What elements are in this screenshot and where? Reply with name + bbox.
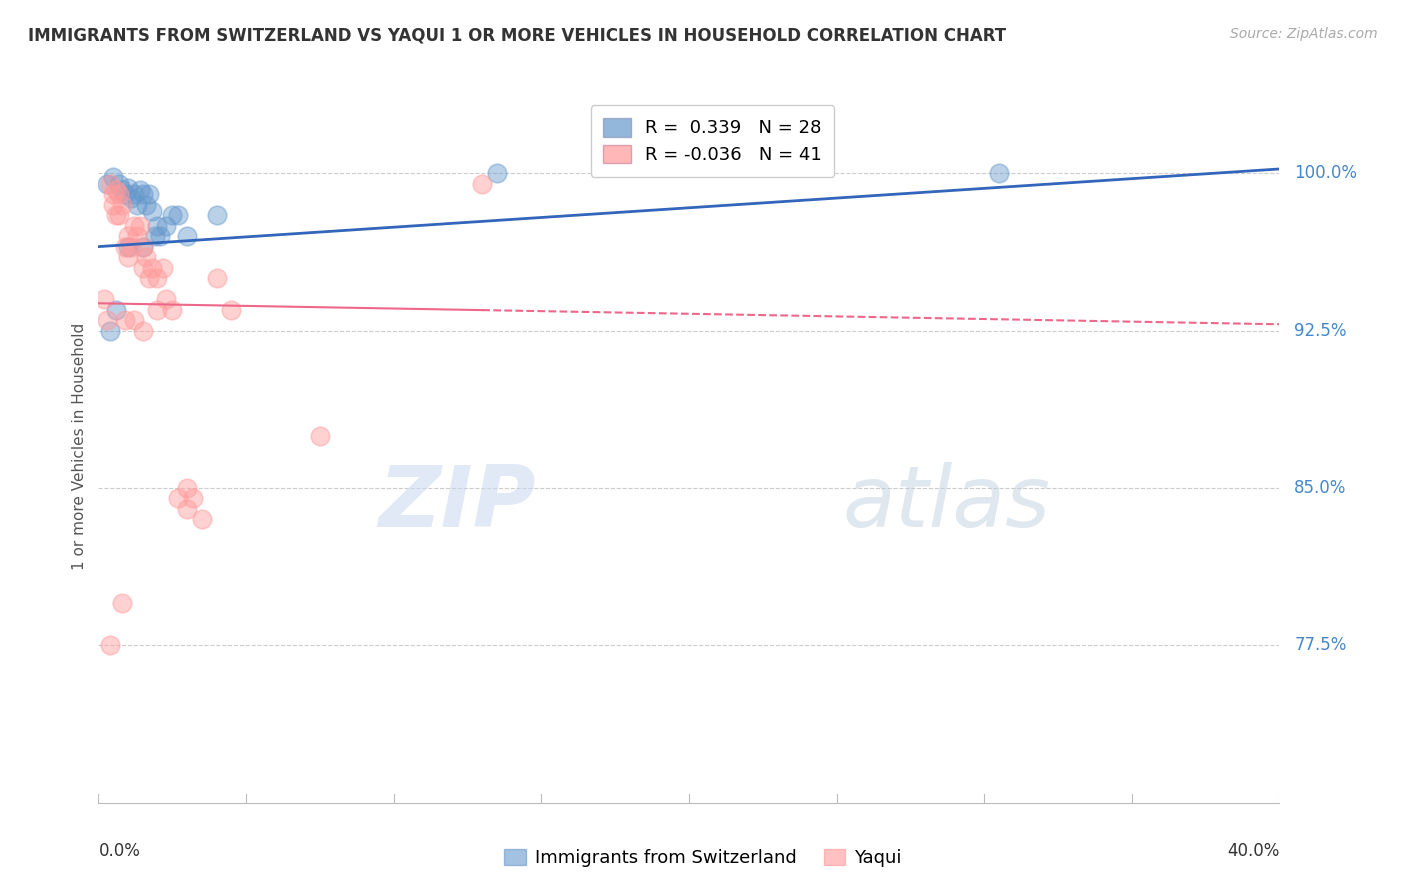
Point <box>309 428 332 442</box>
Point <box>108 187 131 202</box>
Y-axis label: 1 or more Vehicles in Household: 1 or more Vehicles in Household <box>72 322 87 570</box>
Point <box>162 302 183 317</box>
Point <box>146 302 169 317</box>
Point <box>146 271 169 285</box>
Point <box>108 177 131 191</box>
Point <box>152 260 174 275</box>
Text: 77.5%: 77.5% <box>1294 636 1347 655</box>
Point <box>96 313 118 327</box>
Point <box>141 260 163 275</box>
Point <box>143 229 166 244</box>
Point <box>120 191 142 205</box>
Point <box>471 177 494 191</box>
Point <box>132 187 155 202</box>
Text: 85.0%: 85.0% <box>1294 479 1347 497</box>
Point <box>135 197 157 211</box>
Point <box>132 260 155 275</box>
Point <box>103 197 125 211</box>
Point <box>114 313 136 327</box>
Point <box>219 302 243 317</box>
Legend: R =  0.339   N = 28, R = -0.036   N = 41: R = 0.339 N = 28, R = -0.036 N = 41 <box>591 105 834 177</box>
Point <box>122 219 145 233</box>
Point <box>98 177 121 191</box>
Point <box>167 208 190 222</box>
Point <box>125 229 148 244</box>
Point <box>138 271 160 285</box>
Point <box>176 502 198 516</box>
Point <box>167 491 190 506</box>
Point <box>987 166 1010 180</box>
Point <box>149 229 172 244</box>
Point <box>162 208 183 222</box>
Point <box>117 181 139 195</box>
Text: atlas: atlas <box>842 461 1050 545</box>
Point <box>98 324 121 338</box>
Point <box>128 183 150 197</box>
Text: 0.0%: 0.0% <box>98 842 141 860</box>
Point <box>125 197 148 211</box>
Point <box>122 313 145 327</box>
Text: 92.5%: 92.5% <box>1294 321 1347 340</box>
Text: IMMIGRANTS FROM SWITZERLAND VS YAQUI 1 OR MORE VEHICLES IN HOUSEHOLD CORRELATION: IMMIGRANTS FROM SWITZERLAND VS YAQUI 1 O… <box>28 27 1007 45</box>
Legend: Immigrants from Switzerland, Yaqui: Immigrants from Switzerland, Yaqui <box>496 841 910 874</box>
Point <box>117 250 139 264</box>
Point <box>117 229 139 244</box>
Text: Source: ZipAtlas.com: Source: ZipAtlas.com <box>1230 27 1378 41</box>
Point <box>103 187 125 202</box>
Point <box>96 177 118 191</box>
Point <box>111 183 134 197</box>
Point <box>135 250 157 264</box>
Point <box>176 229 198 244</box>
Point <box>132 239 155 253</box>
Point <box>105 302 128 317</box>
Text: ZIP: ZIP <box>378 461 536 545</box>
Point <box>98 639 121 653</box>
Point <box>155 292 177 306</box>
Point <box>132 324 155 338</box>
Point <box>105 208 128 222</box>
Text: 40.0%: 40.0% <box>1227 842 1279 860</box>
Point <box>141 203 163 218</box>
Point <box>191 512 214 526</box>
Point <box>128 219 150 233</box>
Point <box>205 271 228 285</box>
Point <box>176 481 198 495</box>
Point <box>205 208 228 222</box>
Point <box>181 491 204 506</box>
Point <box>132 239 155 253</box>
Point <box>93 292 115 306</box>
Point <box>108 208 131 222</box>
Point <box>111 596 134 610</box>
Point <box>486 166 509 180</box>
Point <box>117 239 139 253</box>
Point <box>146 219 169 233</box>
Point <box>122 187 145 202</box>
Point <box>114 187 136 202</box>
Point <box>111 197 134 211</box>
Point <box>138 187 160 202</box>
Point <box>120 239 142 253</box>
Point <box>155 219 177 233</box>
Text: 100.0%: 100.0% <box>1294 164 1357 182</box>
Point <box>114 239 136 253</box>
Point <box>105 183 128 197</box>
Point <box>103 170 125 185</box>
